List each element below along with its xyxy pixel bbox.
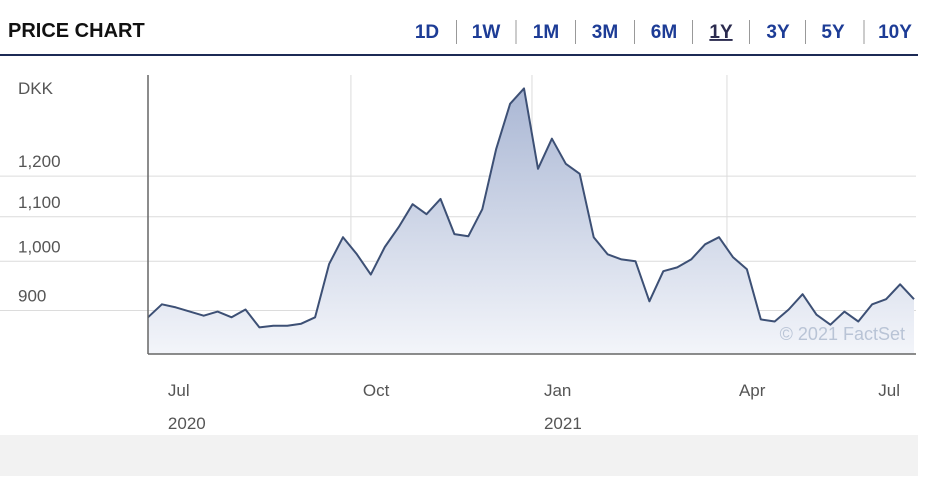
header-title: PRICE CHART [8, 20, 145, 42]
y-tick-label: 900 [18, 287, 46, 306]
range-button[interactable]: 1W [472, 22, 501, 43]
price-line [147, 87, 915, 329]
x-tick-label: Jul [168, 381, 190, 400]
y-tick-label: 1,000 [18, 237, 61, 256]
y-axis-label: DKK [18, 79, 54, 98]
x-tick-label: Oct [363, 381, 390, 400]
range-button[interactable]: 6M [651, 22, 677, 43]
x-tick-label: Jan [544, 381, 571, 400]
range-button[interactable]: 1D [415, 22, 439, 43]
x-tick-label: Apr [739, 381, 766, 400]
area-fill [148, 88, 914, 355]
range-button[interactable]: 1Y [709, 22, 733, 43]
x-tick-label: 2020 [168, 414, 206, 433]
y-tick-label: 1,200 [18, 152, 61, 171]
x-tick-label: Jul [878, 381, 900, 400]
watermark: © 2021 FactSet [780, 324, 905, 344]
range-button[interactable]: 10Y [878, 22, 912, 43]
x-tick-label: 2021 [544, 414, 582, 433]
y-tick-label: 1,100 [18, 193, 61, 212]
range-button[interactable]: 1M [533, 22, 559, 43]
range-button[interactable]: 5Y [821, 22, 845, 43]
range-button[interactable]: 3Y [766, 22, 790, 43]
range-button[interactable]: 3M [592, 22, 618, 43]
footer-panel [0, 435, 918, 476]
